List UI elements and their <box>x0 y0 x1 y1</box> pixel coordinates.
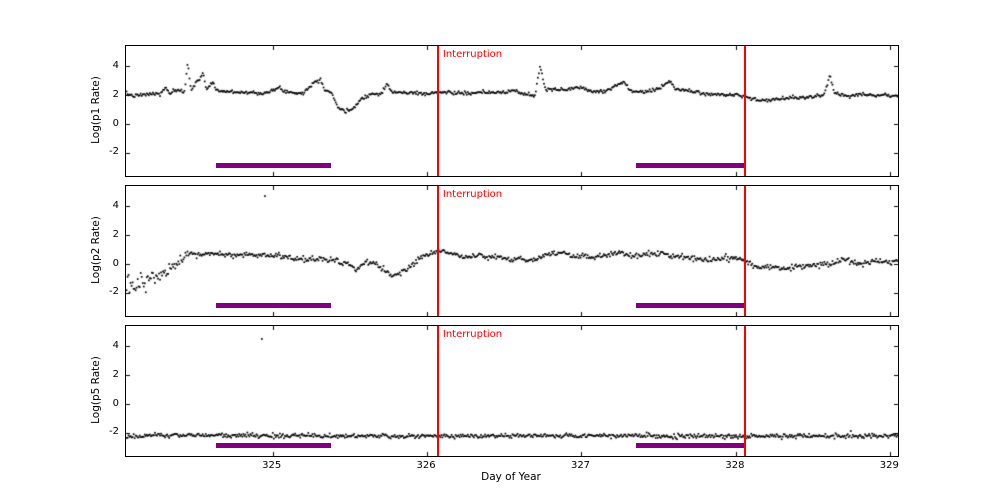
interruption-line <box>744 46 747 176</box>
y-tick-label: 0 <box>112 257 119 269</box>
y-tick-label: -2 <box>109 146 119 158</box>
coverage-bar <box>635 163 746 169</box>
y-axis-label-p5: Log(p5 Rate) <box>90 356 102 424</box>
y-tick-label: 0 <box>112 117 119 129</box>
y-tick-label: 2 <box>112 88 119 100</box>
x-axis-label: Day of Year <box>481 471 541 483</box>
interruption-line <box>744 186 747 316</box>
coverage-bar <box>215 163 332 169</box>
interruption-label: Interruption <box>442 329 503 340</box>
y-tick-label: 2 <box>112 228 119 240</box>
coverage-bar <box>635 443 746 449</box>
scatter-canvas-p1 <box>126 46 898 176</box>
x-tick-label: 327 <box>570 460 591 471</box>
x-tick-label: 325 <box>262 460 282 471</box>
interruption-line <box>436 186 439 316</box>
interruption-line <box>436 46 439 176</box>
y-tick-label: -2 <box>109 426 119 438</box>
x-tick-label: 328 <box>725 460 745 471</box>
panel-log-p2-rate: Interruption <box>125 185 899 317</box>
coverage-bar <box>635 303 746 309</box>
panel-log-p5-rate: Interruption <box>125 325 899 457</box>
interruption-label: Interruption <box>442 189 503 200</box>
y-tick-label: -2 <box>109 286 119 298</box>
y-tick-label: 4 <box>112 199 119 211</box>
y-axis-label-p2: Log(p2 Rate) <box>90 216 102 284</box>
x-tick-label: 329 <box>879 460 899 471</box>
interruption-label: Interruption <box>442 49 503 60</box>
coverage-bar <box>215 443 332 449</box>
scatter-canvas-p5 <box>126 326 898 456</box>
y-tick-label: 4 <box>112 339 119 351</box>
scatter-canvas-p2 <box>126 186 898 316</box>
y-tick-label: 0 <box>112 397 119 409</box>
interruption-line <box>744 326 747 456</box>
coverage-bar <box>215 303 332 309</box>
y-tick-label: 4 <box>112 59 119 71</box>
y-tick-label: 2 <box>112 368 119 380</box>
panel-log-p1-rate: Interruption <box>125 45 899 177</box>
interruption-line <box>436 326 439 456</box>
x-tick-label: 326 <box>416 460 436 471</box>
y-axis-label-p1: Log(p1 Rate) <box>90 76 102 144</box>
